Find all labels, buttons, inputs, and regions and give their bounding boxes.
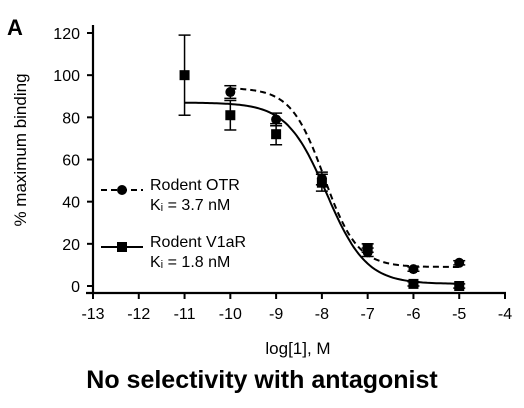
x-axis-label: log[1], M	[265, 339, 330, 358]
y-tick-label: 0	[71, 279, 80, 296]
x-tick-label: -8	[315, 306, 329, 323]
x-tick-label: -6	[406, 306, 420, 323]
point-marker	[117, 185, 127, 195]
x-tick-label: -5	[452, 306, 466, 323]
y-tick-label: 120	[53, 26, 80, 43]
y-tick-label: 80	[62, 110, 80, 127]
legend-series-name: Rodent V1aR	[150, 234, 246, 251]
legend-ki-value: Kᵢ = 1.8 nM	[150, 254, 230, 271]
point-marker	[316, 177, 327, 188]
x-tick-label: -12	[127, 306, 150, 323]
point-marker	[225, 87, 236, 98]
y-tick-label: 20	[62, 237, 80, 254]
x-tick-label: -4	[498, 306, 512, 323]
x-tick-label: -7	[361, 306, 375, 323]
x-tick-label: -10	[219, 306, 242, 323]
y-tick-label: 60	[62, 153, 80, 170]
x-tick-label: -13	[81, 306, 104, 323]
legend-series-name: Rodent OTR	[150, 177, 240, 194]
point-marker	[454, 257, 465, 268]
legend-ki-value: Kᵢ = 3.7 nM	[150, 197, 230, 214]
y-tick-label: 100	[53, 68, 80, 85]
point-marker	[117, 242, 127, 252]
point-marker	[408, 264, 419, 275]
figure-caption: No selectivity with antagonist	[86, 366, 438, 394]
point-marker	[179, 70, 190, 81]
axes: 0 20 40 60 80 100 120 -13 -12 -11 -10 -9 -8 -7 -6 -5 -4	[53, 25, 512, 323]
point-marker	[408, 278, 419, 289]
point-marker	[225, 110, 236, 121]
point-marker	[271, 114, 282, 125]
fit-curve-1	[230, 87, 460, 268]
panel-label: A	[7, 15, 23, 40]
point-marker	[454, 281, 465, 291]
y-tick-label: 40	[62, 195, 80, 212]
x-tick-label: -11	[174, 306, 196, 323]
point-marker	[271, 129, 282, 140]
y-axis-label: % maximum binding	[11, 73, 30, 226]
legend: Rodent OTR Kᵢ = 3.7 nM Rodent V1aR Kᵢ = 1.8…	[101, 177, 246, 271]
point-marker	[362, 243, 373, 254]
chart: A 0 20 40 60 80 100 120 -13 -12 -11 -10 -9 -8 -7 -6 -5 -…	[7, 15, 512, 358]
x-tick-label: -9	[269, 306, 283, 323]
data-points	[178, 34, 466, 291]
